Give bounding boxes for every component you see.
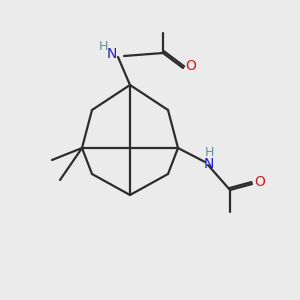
Text: O: O: [186, 59, 196, 73]
Text: N: N: [107, 47, 117, 61]
Text: H: H: [98, 40, 108, 52]
Text: H: H: [204, 146, 214, 160]
Text: O: O: [255, 175, 266, 189]
Text: N: N: [204, 157, 214, 171]
